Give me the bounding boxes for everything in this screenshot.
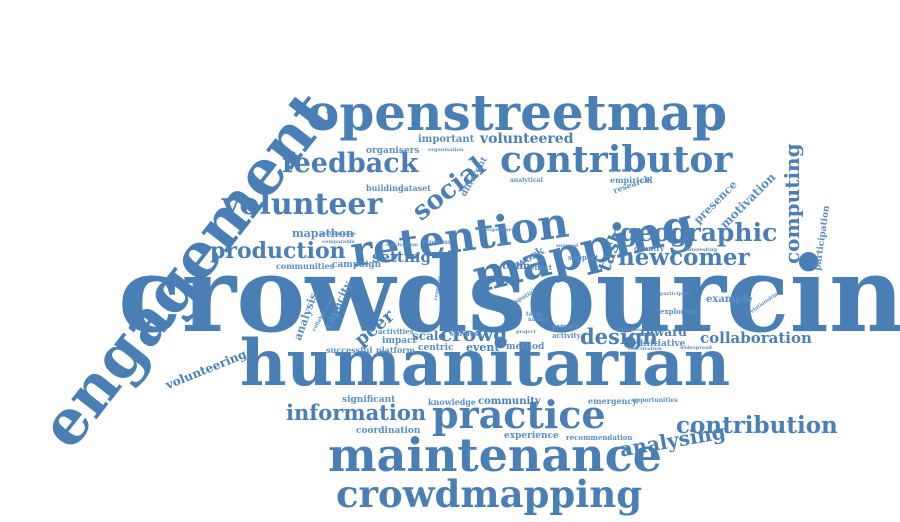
word-setting: setting [372, 248, 431, 266]
word-team: team [502, 261, 531, 272]
word-design: design [580, 324, 658, 349]
word-platform: platform [376, 345, 415, 355]
word-example: example [706, 294, 753, 305]
word-community: community [478, 396, 541, 407]
word-support: support [568, 253, 599, 262]
word-studies: studies [450, 329, 479, 338]
word-maintenance: maintenance [328, 428, 662, 482]
word-practice: practice [432, 392, 606, 437]
word-scale: scale [412, 329, 447, 343]
word-analytical: analytical [510, 177, 543, 184]
word-centric: centric [418, 343, 454, 353]
word-project: project [516, 329, 536, 335]
word-widespread: widespread [680, 345, 712, 351]
word-humanitarian: humanitarian [240, 326, 731, 401]
word-significant: significant [342, 395, 396, 405]
word-openstreetmap: openstreetmap [306, 83, 728, 142]
word-crowdmapping: crowdmapping [336, 472, 643, 516]
word-contribution: contribution [676, 412, 838, 439]
word-country: country [634, 244, 665, 253]
word-reactivation: reactivation [628, 346, 662, 352]
word-effect: effect [530, 263, 553, 272]
word-term: term [526, 311, 543, 318]
word-organisation: organisation [428, 147, 464, 153]
word-successful: successful [326, 345, 373, 355]
word-mapathon: mapathon [292, 227, 354, 240]
word-collaboration: collaboration [700, 329, 812, 347]
word-volunteered: volunteered [480, 131, 574, 147]
word-performance: performance [320, 231, 356, 237]
word-mechanism: mechanism [386, 242, 419, 248]
word-emergency: emergency [588, 396, 637, 406]
word-exploring: exploring [660, 307, 698, 316]
word-activity: activity [552, 331, 581, 340]
word-important: important [418, 134, 475, 145]
word-experience: experience [504, 431, 559, 441]
word-method: method [506, 342, 545, 352]
word-contributor: contributor [500, 139, 733, 181]
word-empirical: empirical [610, 175, 653, 185]
word-knowledge: knowledge [428, 397, 476, 407]
word-feedback: feedback [282, 148, 419, 179]
word-private: private [552, 322, 580, 331]
word-building: building [366, 183, 404, 193]
word-newcomer: newcomer [618, 244, 750, 271]
word-organisers: organisers [366, 146, 420, 156]
word-progress: progress [422, 239, 452, 246]
word-dataset: dataset [398, 183, 431, 193]
word-finding: finding [528, 317, 548, 323]
word-information: information [286, 400, 427, 425]
word-initiative: initiative [640, 339, 686, 349]
word-computing: computing [780, 143, 804, 264]
word-crowd: crowd [440, 322, 508, 346]
word-impact: impact [382, 336, 417, 346]
word-geographic: geographic [620, 218, 778, 247]
word-campaign: campaign [332, 260, 382, 270]
word-activities: activities [378, 327, 414, 336]
word-coordination: coordination [356, 426, 421, 436]
word-comparable: comparable [322, 239, 355, 245]
word-difference: difference [616, 327, 645, 333]
word-participant: participant [660, 291, 692, 297]
word-reward: reward [640, 325, 687, 339]
word-production: production [210, 238, 346, 264]
word-crowdsourcing: crowdsourcing [118, 233, 900, 356]
word-opportunities: opportunities [632, 397, 678, 404]
word-communities: communities [276, 261, 335, 271]
word-interesting: interesting [686, 247, 717, 253]
word-volunteer: volunteer [222, 187, 383, 222]
word-sourced: sourced [556, 243, 579, 249]
word-expertise: expertise [486, 227, 512, 233]
word-event: event [466, 341, 500, 354]
word-recommendation: recommendation [566, 433, 633, 442]
